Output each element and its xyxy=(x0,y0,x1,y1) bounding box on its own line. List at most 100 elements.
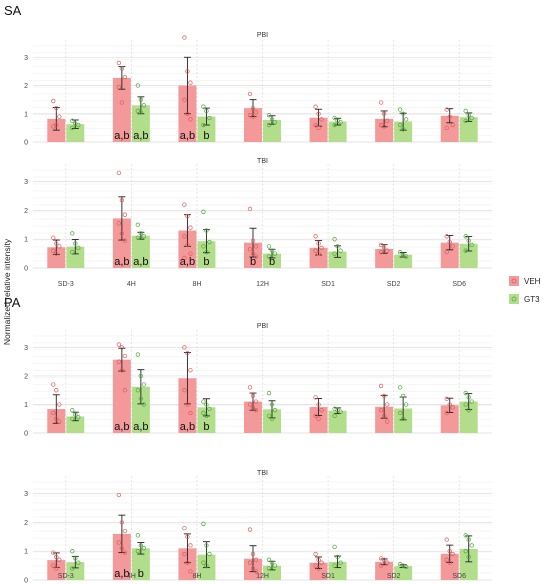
data-point xyxy=(450,551,455,557)
data-point xyxy=(135,235,141,240)
data-point xyxy=(54,554,59,560)
data-point xyxy=(119,100,125,105)
data-point xyxy=(272,120,278,125)
data-point xyxy=(116,60,122,66)
data-point xyxy=(135,222,141,227)
data-point xyxy=(116,170,122,176)
significance-label: a,b xyxy=(114,568,129,580)
data-point xyxy=(185,242,190,248)
x-tick-label: SD-3 xyxy=(58,281,74,288)
data-point xyxy=(135,352,141,357)
data-point xyxy=(182,255,187,261)
bar-gt3 xyxy=(66,562,85,580)
data-point xyxy=(384,560,390,565)
bar-veh xyxy=(112,359,131,433)
data-point xyxy=(400,127,406,132)
data-point xyxy=(253,557,259,562)
data-point xyxy=(444,107,449,112)
x-tick-label: 8H xyxy=(192,281,201,288)
y-tick-label: 2 xyxy=(24,83,28,90)
data-point xyxy=(332,251,337,256)
y-tick-label: 0 xyxy=(24,266,28,273)
data-point xyxy=(204,249,209,255)
data-point xyxy=(469,543,474,548)
data-point xyxy=(463,108,468,114)
data-point xyxy=(250,251,256,256)
data-point xyxy=(381,557,387,562)
data-point xyxy=(313,563,318,568)
data-point xyxy=(76,560,81,565)
data-point xyxy=(469,242,474,248)
data-point xyxy=(247,206,253,212)
bar-veh xyxy=(112,77,131,142)
data-point xyxy=(122,550,128,555)
data-point xyxy=(466,408,471,413)
data-point xyxy=(70,118,75,123)
data-point xyxy=(182,345,187,350)
data-point xyxy=(54,388,59,393)
data-point xyxy=(403,117,409,122)
data-point xyxy=(338,248,343,253)
data-point xyxy=(57,557,62,562)
data-point xyxy=(70,231,75,236)
data-point xyxy=(204,108,209,114)
data-point xyxy=(316,111,321,116)
data-point xyxy=(266,557,272,562)
data-point xyxy=(397,107,403,112)
bar-veh xyxy=(375,248,394,268)
y-axis-label: Normalized relative intensity xyxy=(2,238,12,345)
bar-gt3 xyxy=(459,548,478,580)
y-tick-label: 0 xyxy=(24,578,28,584)
data-point xyxy=(463,533,468,538)
data-point xyxy=(463,402,468,407)
data-point xyxy=(54,122,59,128)
data-point xyxy=(266,413,272,419)
data-point xyxy=(450,405,455,410)
data-point xyxy=(447,549,452,554)
bar-veh xyxy=(440,115,459,142)
data-point xyxy=(253,110,259,115)
data-point xyxy=(250,114,256,119)
data-point xyxy=(73,556,78,561)
data-point xyxy=(381,124,387,129)
data-point xyxy=(466,113,471,118)
data-point xyxy=(57,244,62,249)
data-point xyxy=(201,122,206,128)
bar-gt3 xyxy=(131,548,150,580)
data-point xyxy=(207,406,212,411)
significance-label: a,b xyxy=(133,421,148,433)
data-point xyxy=(447,560,452,565)
bar-veh xyxy=(178,378,197,433)
data-point xyxy=(182,388,187,393)
data-point xyxy=(250,566,256,571)
data-point xyxy=(122,353,128,359)
bar-gt3 xyxy=(459,117,478,142)
data-point xyxy=(444,557,449,562)
data-point xyxy=(313,395,318,400)
bar-veh xyxy=(375,406,394,433)
data-point xyxy=(266,566,272,571)
data-point xyxy=(54,251,59,256)
data-point xyxy=(272,251,278,256)
x-tick-label: 8H xyxy=(192,573,201,580)
x-tick-label: SD2 xyxy=(387,573,401,580)
data-point xyxy=(444,537,449,542)
data-point xyxy=(185,213,190,219)
data-point xyxy=(313,551,318,557)
data-point xyxy=(266,390,272,396)
data-point xyxy=(338,120,343,125)
data-point xyxy=(250,238,256,243)
significance-label: a,b xyxy=(133,256,148,268)
data-point xyxy=(141,382,147,387)
data-point xyxy=(335,554,340,560)
data-point xyxy=(70,566,75,571)
data-point xyxy=(397,122,403,128)
data-point xyxy=(253,254,259,259)
data-point xyxy=(138,231,144,236)
bar-gt3 xyxy=(66,416,85,433)
bar-gt3 xyxy=(131,105,150,142)
data-point xyxy=(182,525,187,531)
data-point xyxy=(272,408,278,413)
data-point xyxy=(201,244,206,249)
data-point xyxy=(57,402,62,407)
